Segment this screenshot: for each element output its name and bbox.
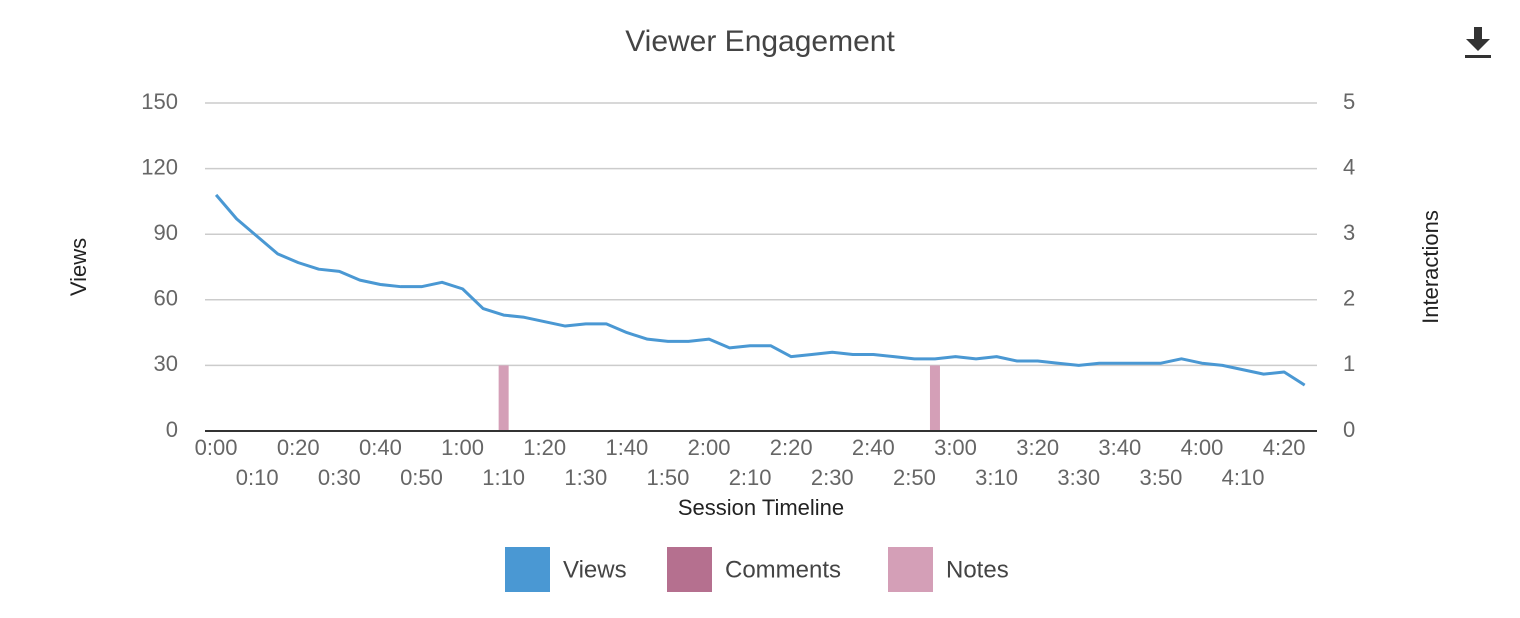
y-tick-label: 0 bbox=[166, 417, 178, 442]
x-tick-label: 1:10 bbox=[482, 465, 525, 490]
x-tick-label: 1:40 bbox=[605, 435, 648, 460]
legend-swatch bbox=[667, 547, 712, 592]
x-tick-label: 0:50 bbox=[400, 465, 443, 490]
x-tick-label: 4:10 bbox=[1222, 465, 1265, 490]
x-tick-label: 3:20 bbox=[1016, 435, 1059, 460]
chart-title: Viewer Engagement bbox=[625, 25, 895, 58]
x-tick-label: 1:30 bbox=[564, 465, 607, 490]
legend-label: Comments bbox=[725, 556, 841, 583]
x-tick-label: 0:20 bbox=[277, 435, 320, 460]
y2-tick-label: 0 bbox=[1343, 417, 1355, 442]
y2-axis-label: Interactions bbox=[1418, 210, 1443, 324]
x-tick-label: 0:30 bbox=[318, 465, 361, 490]
x-tick-label: 3:50 bbox=[1139, 465, 1182, 490]
bar bbox=[498, 365, 509, 431]
x-tick-label: 1:20 bbox=[523, 435, 566, 460]
y2-tick-label: 3 bbox=[1343, 220, 1355, 245]
x-tick-label: 1:50 bbox=[647, 465, 690, 490]
y-tick-label: 150 bbox=[141, 89, 178, 114]
download-icon[interactable] bbox=[1465, 27, 1491, 58]
x-tick-label: 2:30 bbox=[811, 465, 854, 490]
x-tick-label: 0:00 bbox=[195, 435, 238, 460]
y2-tick-label: 2 bbox=[1343, 286, 1355, 311]
x-tick-label: 3:00 bbox=[934, 435, 977, 460]
x-tick-label: 1:00 bbox=[441, 435, 484, 460]
bar bbox=[929, 365, 940, 431]
x-tick-label: 0:10 bbox=[236, 465, 279, 490]
x-axis-label: Session Timeline bbox=[678, 495, 844, 520]
legend-swatch bbox=[888, 547, 933, 592]
x-tick-label: 4:20 bbox=[1263, 435, 1306, 460]
x-tick-label: 0:40 bbox=[359, 435, 402, 460]
legend-label: Views bbox=[563, 556, 627, 583]
x-tick-label: 2:00 bbox=[688, 435, 731, 460]
x-tick-label: 2:40 bbox=[852, 435, 895, 460]
x-tick-label: 3:30 bbox=[1057, 465, 1100, 490]
y2-tick-label: 1 bbox=[1343, 351, 1355, 376]
y-tick-label: 120 bbox=[141, 154, 178, 179]
line bbox=[214, 193, 1306, 387]
legend-swatch bbox=[505, 547, 550, 592]
legend-label: Notes bbox=[946, 556, 1009, 583]
x-tick-label: 2:20 bbox=[770, 435, 813, 460]
x-tick-label: 2:10 bbox=[729, 465, 772, 490]
y2-tick-label: 5 bbox=[1343, 89, 1355, 114]
y2-tick-label: 4 bbox=[1343, 154, 1355, 179]
y-axis-label: Views bbox=[66, 238, 91, 296]
x-tick-label: 3:40 bbox=[1098, 435, 1141, 460]
x-tick-label: 3:10 bbox=[975, 465, 1018, 490]
y-tick-label: 90 bbox=[154, 220, 178, 245]
y-tick-label: 30 bbox=[154, 351, 178, 376]
x-tick-label: 4:00 bbox=[1181, 435, 1224, 460]
y-tick-label: 60 bbox=[154, 286, 178, 311]
x-tick-label: 2:50 bbox=[893, 465, 936, 490]
